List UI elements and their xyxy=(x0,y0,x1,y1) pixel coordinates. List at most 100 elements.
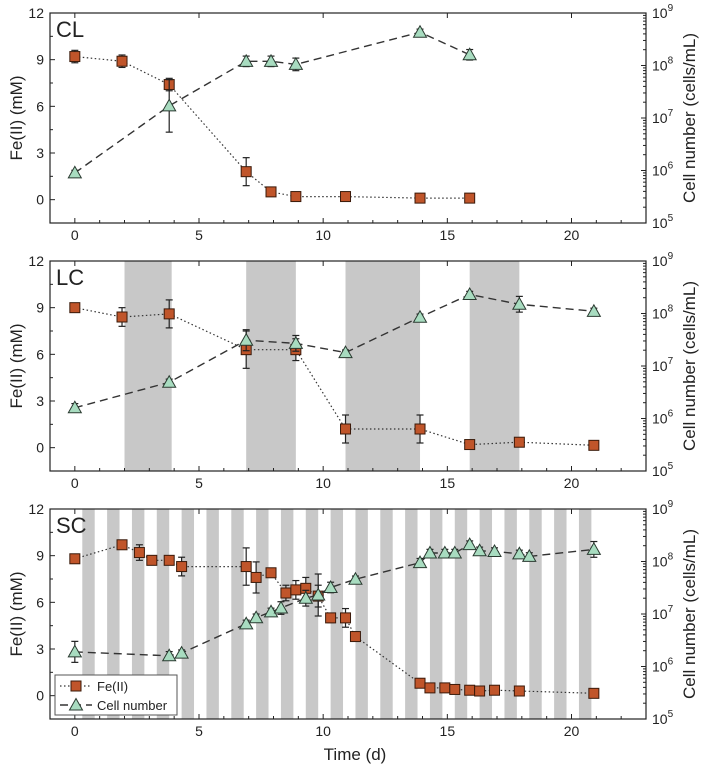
y-right-tick-label: 107 xyxy=(652,604,674,622)
y-left-tick-label: 6 xyxy=(36,346,44,362)
fe-point xyxy=(133,547,145,559)
x-ticks: 0 5 10 15 20 xyxy=(71,261,622,491)
legend-fe-marker xyxy=(70,680,82,692)
y-right-tick-label: 109 xyxy=(652,499,674,517)
y-right-tick-label: 106 xyxy=(652,161,674,179)
y-right-tick-label: 108 xyxy=(652,552,674,570)
x-tick-label: 10 xyxy=(315,475,331,491)
x-tick-label: 10 xyxy=(315,227,331,243)
cell-point xyxy=(310,587,326,601)
fe-point xyxy=(513,685,525,697)
fe-point xyxy=(69,302,81,314)
y-right-tick-label: 105 xyxy=(652,461,674,479)
fe-point xyxy=(349,631,361,643)
x-tick-label: 15 xyxy=(440,227,456,243)
dark-period-19 xyxy=(529,509,542,719)
fe-point xyxy=(464,439,476,451)
y-left-axis-label: Fe(II) (mM) xyxy=(7,76,26,161)
x-tick-label: 20 xyxy=(564,723,580,739)
dark-period-20 xyxy=(554,509,567,719)
x-axis-label: Time (d) xyxy=(324,745,387,764)
cell-point xyxy=(338,345,353,359)
cell-point xyxy=(238,53,254,67)
fe-point xyxy=(163,554,175,566)
y-right-axis-label: Cell number (cells/mL) xyxy=(680,529,699,699)
cell-point xyxy=(521,548,537,562)
x-tick-label: 15 xyxy=(440,723,456,739)
dark-period-2 xyxy=(246,261,296,471)
cell-point xyxy=(238,332,254,346)
y-right-axis-label: Cell number (cells/mL) xyxy=(680,33,699,203)
series-cells xyxy=(67,24,478,179)
panel-label-cl: CL xyxy=(56,17,84,42)
cell-point xyxy=(288,335,304,349)
cell-point xyxy=(412,555,428,569)
dark-period-10 xyxy=(305,509,319,719)
series-fe xyxy=(69,49,476,204)
fe-point xyxy=(116,55,128,67)
fe-point xyxy=(464,192,476,204)
x-tick-label: 15 xyxy=(440,475,456,491)
cell-point xyxy=(67,165,83,179)
cell-point xyxy=(412,24,428,38)
dark-period-3 xyxy=(345,261,421,471)
series-cells xyxy=(67,286,602,414)
fe-point xyxy=(340,423,352,435)
dark-period-16 xyxy=(454,509,468,719)
fe-point xyxy=(414,192,426,204)
y-right-tick-label: 108 xyxy=(652,304,674,322)
cell-point xyxy=(263,604,279,618)
cell-point xyxy=(462,537,478,551)
y-right-ticks: 105 106 107 108 109 xyxy=(641,251,674,479)
dark-period-7 xyxy=(231,509,244,719)
fe-point xyxy=(290,584,302,596)
x-tick-label: 20 xyxy=(564,475,580,491)
y-left-tick-label: 3 xyxy=(36,393,44,409)
y-left-tick-label: 9 xyxy=(36,300,44,316)
x-tick-label: 20 xyxy=(564,227,580,243)
dark-period-15 xyxy=(429,509,443,719)
y-left-tick-label: 12 xyxy=(28,501,44,517)
cell-point xyxy=(323,579,338,593)
cell-point xyxy=(437,545,453,559)
dark-period-1 xyxy=(82,509,95,719)
dark-period-9 xyxy=(280,509,294,719)
y-left-ticks: 0 3 6 9 12 xyxy=(28,501,55,704)
fe-point xyxy=(464,684,476,696)
cell-point xyxy=(462,286,478,301)
fe-point xyxy=(474,685,486,697)
fe-point xyxy=(116,311,128,323)
y-right-tick-label: 107 xyxy=(652,356,674,374)
x-tick-label: 5 xyxy=(195,723,203,739)
fe-point xyxy=(240,166,252,178)
cell-point xyxy=(161,374,177,388)
fe-point xyxy=(240,561,252,573)
cell-point xyxy=(174,645,189,659)
cell-point xyxy=(298,590,314,604)
fe-point xyxy=(69,553,81,565)
fe-point xyxy=(176,561,188,573)
cell-point xyxy=(487,543,502,558)
cell-point xyxy=(67,644,83,658)
x-tick-label: 0 xyxy=(71,227,79,243)
fe-point xyxy=(340,612,352,624)
fe-point xyxy=(588,687,600,699)
fe-point xyxy=(449,683,461,695)
cell-point xyxy=(462,47,478,61)
fe-point xyxy=(250,571,262,583)
legend-cell-marker xyxy=(68,697,84,711)
cell-point xyxy=(511,296,527,310)
fe-point xyxy=(414,677,426,689)
fe-point xyxy=(424,682,436,694)
dark-period-21 xyxy=(578,509,592,719)
fe-point xyxy=(163,308,175,320)
legend-fe-label: Fe(II) xyxy=(97,679,128,694)
fe-point xyxy=(265,567,277,579)
y-left-tick-label: 3 xyxy=(36,641,44,657)
y-left-axis-label: Fe(II) (mM) xyxy=(7,324,26,409)
fe-point xyxy=(588,439,600,451)
fe-point xyxy=(116,539,128,551)
y-left-tick-label: 0 xyxy=(36,192,44,208)
panel-label-lc: LC xyxy=(56,265,84,290)
x-tick-label: 5 xyxy=(195,227,203,243)
